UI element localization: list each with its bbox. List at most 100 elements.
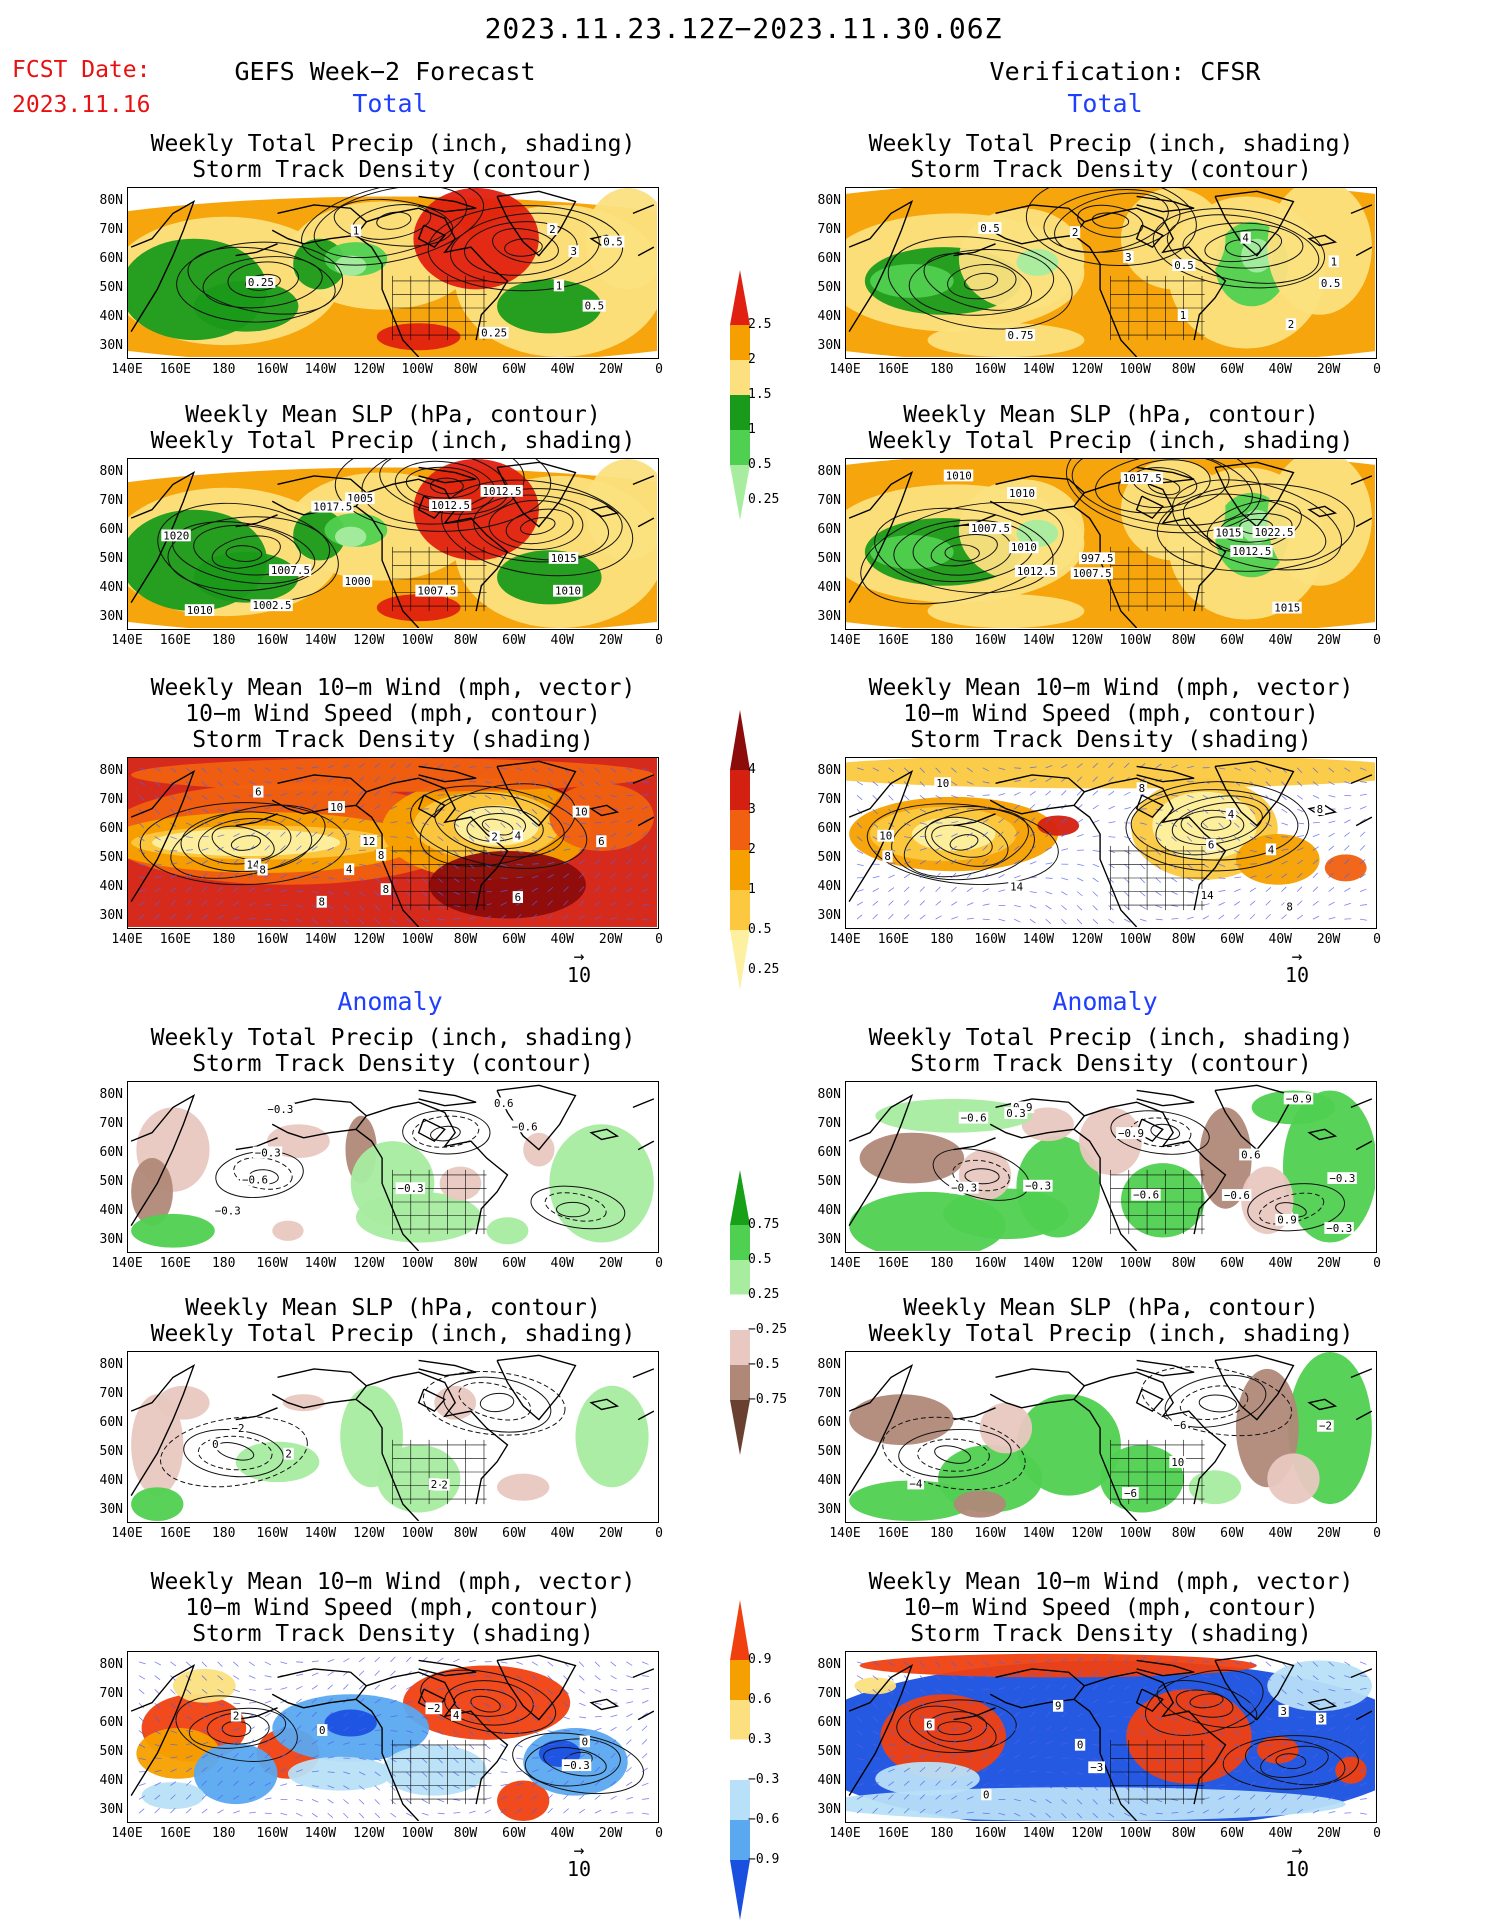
wind-vector xyxy=(484,808,491,814)
wind-vector xyxy=(343,918,349,925)
wind-vector xyxy=(1328,916,1336,920)
wind-vector xyxy=(1296,767,1303,774)
wind-vector xyxy=(935,1728,943,1731)
gefs-anom-slp-precip-lon-label: 120W xyxy=(353,1526,385,1541)
wind-vector xyxy=(217,1740,224,1745)
wind-vector xyxy=(500,1661,508,1664)
wind-vector xyxy=(264,903,272,906)
shading-region xyxy=(1251,1090,1336,1125)
wind-vector xyxy=(1061,891,1068,896)
wind-vector xyxy=(1108,776,1114,782)
wind-vector xyxy=(1029,1812,1036,1818)
wind-vector xyxy=(1202,1702,1209,1708)
cfsr-total-wind-storm-lat-label: 40N xyxy=(817,879,841,894)
shading-region xyxy=(193,551,299,603)
wind-vector xyxy=(626,1767,632,1773)
wind-vector xyxy=(1328,886,1335,892)
wind-vector xyxy=(295,817,302,824)
shading-region xyxy=(1100,1444,1184,1513)
colorbar-segment xyxy=(730,1780,750,1820)
contour-line xyxy=(187,246,336,315)
contour-line xyxy=(1065,459,1262,534)
cfsr-anom-wind-storm-vector-ref: → 10 xyxy=(1272,1842,1322,1882)
wind-vector xyxy=(437,1771,444,1777)
wind-vector xyxy=(358,1657,365,1663)
wind-vector xyxy=(437,877,444,883)
wind-vector xyxy=(1029,861,1037,865)
wind-vector xyxy=(405,1656,412,1663)
wind-vector xyxy=(610,767,617,773)
wind-vector xyxy=(641,1712,648,1718)
wind-vector xyxy=(1186,877,1194,882)
wind-vector xyxy=(531,1661,539,1666)
wind-vector xyxy=(500,1783,508,1787)
wind-vector xyxy=(1296,914,1304,920)
wind-vector xyxy=(327,1785,335,1789)
wind-vector xyxy=(248,1701,256,1704)
wind-vector xyxy=(280,874,287,879)
wind-vector xyxy=(1014,904,1022,908)
coastline xyxy=(989,1368,1086,1409)
wind-vector xyxy=(610,1766,616,1773)
wind-vector xyxy=(578,859,586,865)
gefs-total-wind-storm-lon-label: 180 xyxy=(211,932,236,947)
contour-label: 10 xyxy=(575,806,588,819)
wind-vector xyxy=(1045,1771,1053,1773)
coastline xyxy=(1135,1388,1164,1413)
wind-vector xyxy=(1186,822,1193,828)
wind-vector xyxy=(856,795,863,801)
wind-vector xyxy=(295,1698,302,1704)
wind-vector xyxy=(516,1689,522,1695)
colorbar-segment xyxy=(730,850,750,890)
contour-line xyxy=(947,264,1017,300)
wind-vector xyxy=(484,781,492,784)
contour-label: 1 xyxy=(1180,309,1187,322)
wind-vector xyxy=(1108,805,1115,810)
wind-vector xyxy=(1359,767,1367,771)
wind-vector xyxy=(406,791,413,796)
wind-vector xyxy=(594,1766,600,1773)
wind-vector xyxy=(951,1739,958,1745)
wind-vector xyxy=(1328,1688,1336,1692)
wind-vector xyxy=(641,1725,648,1731)
wind-vector xyxy=(903,873,911,879)
cfsr-anom-precip-storm-lon-label: 160W xyxy=(974,1256,1006,1271)
coastline xyxy=(1135,794,1164,819)
shading-region xyxy=(1021,1107,1074,1142)
wind-vector xyxy=(468,1716,475,1722)
contour-label: 1017.5 xyxy=(313,501,352,514)
coastline xyxy=(355,1698,420,1822)
wind-vector xyxy=(951,845,958,851)
wind-vector xyxy=(1265,795,1271,801)
wind-vector xyxy=(358,1771,366,1776)
wind-vector xyxy=(888,862,896,865)
cfsr-total-wind-storm-title-line: Storm Track Density (shading) xyxy=(910,727,1312,753)
cfsr-anom-precip-storm-lat-label: 50N xyxy=(817,1174,841,1189)
wind-vector xyxy=(872,767,879,772)
wind-vector xyxy=(1281,822,1289,826)
contour-line xyxy=(1275,1753,1307,1770)
wind-vector xyxy=(1155,794,1163,796)
wind-vector xyxy=(641,1739,648,1745)
wind-vector xyxy=(468,808,476,813)
coastline xyxy=(1084,1671,1227,1805)
cfsr-anom-wind-storm-lon-label: 20W xyxy=(1316,1826,1341,1841)
wind-vector xyxy=(998,1687,1006,1690)
wind-vector xyxy=(547,1661,554,1667)
wind-vector xyxy=(982,888,990,892)
wind-vector xyxy=(888,767,895,773)
wind-vector xyxy=(406,836,413,840)
wind-vector xyxy=(217,1766,223,1773)
coastline xyxy=(496,760,577,827)
wind-vector xyxy=(1359,1661,1367,1665)
contour-label: 10 xyxy=(1171,1456,1184,1469)
wind-vector xyxy=(1202,1730,1208,1736)
wind-vector xyxy=(966,1675,974,1679)
wind-vector xyxy=(1312,915,1320,920)
colorbar-total-precip-label: 1 xyxy=(748,422,756,437)
wind-vector xyxy=(626,1661,633,1666)
cfsr-anom-wind-storm-lat-label: 40N xyxy=(817,1773,841,1788)
wind-vector xyxy=(998,767,1006,771)
wind-vector xyxy=(264,1739,270,1745)
wind-vector xyxy=(1014,1673,1022,1676)
